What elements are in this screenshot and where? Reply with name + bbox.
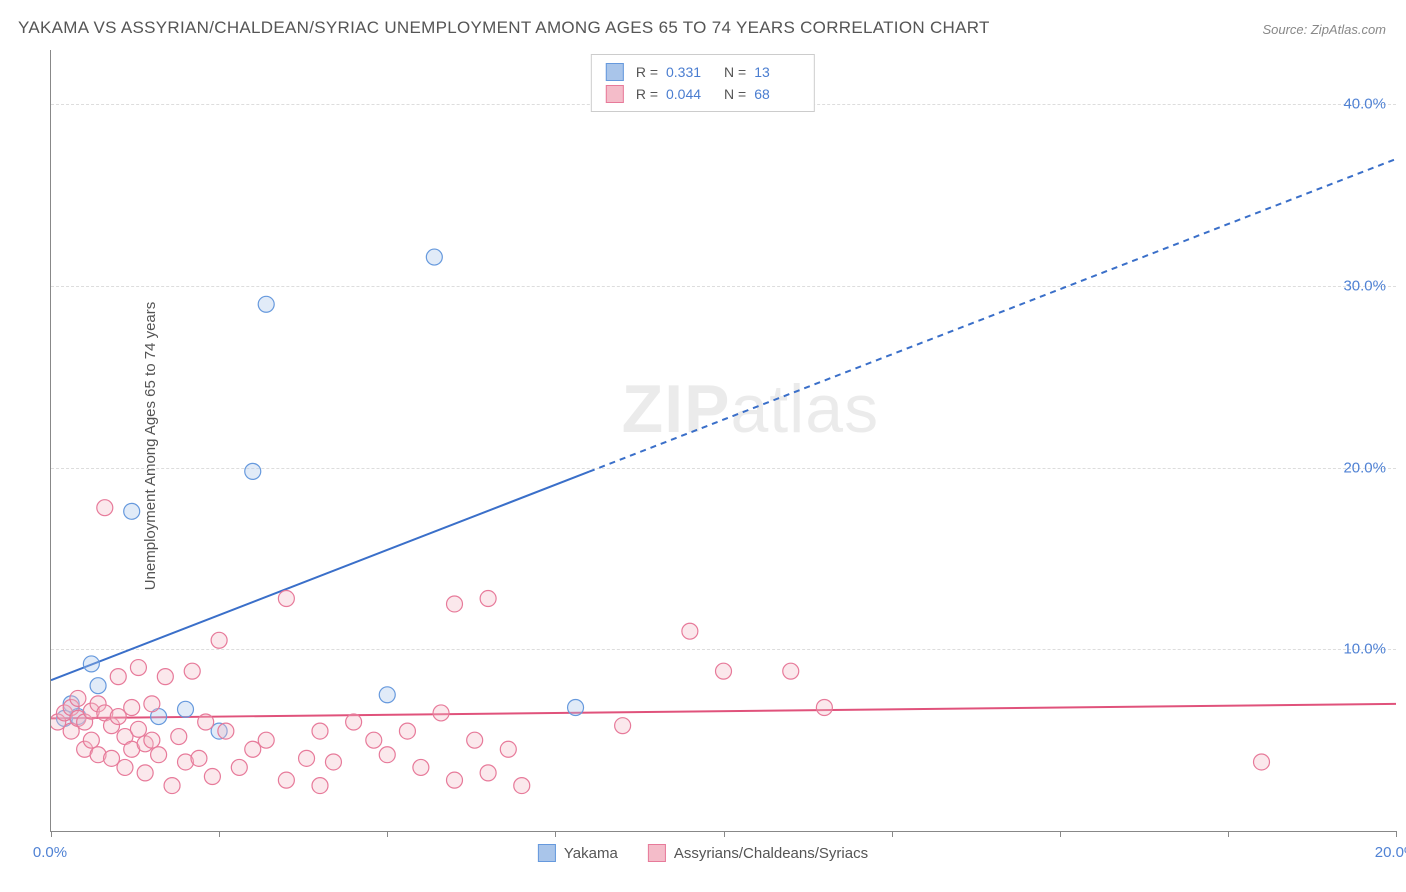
data-point	[413, 759, 429, 775]
legend-swatch	[648, 844, 666, 862]
data-point	[682, 623, 698, 639]
data-point	[171, 729, 187, 745]
data-point	[1254, 754, 1270, 770]
data-point	[211, 632, 227, 648]
data-point	[615, 718, 631, 734]
data-point	[117, 759, 133, 775]
data-point	[130, 660, 146, 676]
data-point	[231, 759, 247, 775]
legend-n-label: N =	[724, 86, 746, 102]
data-point	[399, 723, 415, 739]
legend-row: R = 0.331 N = 13	[606, 61, 800, 83]
data-point	[433, 705, 449, 721]
data-point	[70, 690, 86, 706]
x-tick	[892, 831, 893, 837]
data-point	[568, 700, 584, 716]
legend-r-label: R =	[636, 64, 658, 80]
x-tick	[219, 831, 220, 837]
data-point	[157, 669, 173, 685]
x-tick	[1396, 831, 1397, 837]
data-point	[467, 732, 483, 748]
data-point	[366, 732, 382, 748]
data-point	[426, 249, 442, 265]
data-point	[83, 656, 99, 672]
series-legend: Yakama Assyrians/Chaldeans/Syriacs	[538, 844, 868, 862]
data-point	[325, 754, 341, 770]
data-point	[144, 732, 160, 748]
x-tick	[387, 831, 388, 837]
data-point	[278, 591, 294, 607]
data-point	[110, 709, 126, 725]
x-tick-label: 20.0%	[1375, 844, 1406, 861]
data-point	[716, 663, 732, 679]
trend-line-dashed	[589, 159, 1396, 472]
legend-swatch	[606, 85, 624, 103]
data-point	[191, 750, 207, 766]
x-tick	[724, 831, 725, 837]
legend-swatch	[606, 63, 624, 81]
data-point	[124, 503, 140, 519]
data-point	[500, 741, 516, 757]
chart-title: YAKAMA VS ASSYRIAN/CHALDEAN/SYRIAC UNEMP…	[18, 18, 990, 38]
legend-r-value: 0.044	[666, 86, 712, 102]
data-point	[164, 778, 180, 794]
data-point	[312, 723, 328, 739]
x-tick	[51, 831, 52, 837]
data-point	[258, 732, 274, 748]
data-point	[447, 596, 463, 612]
data-point	[83, 732, 99, 748]
legend-r-value: 0.331	[666, 64, 712, 80]
legend-item-label: Assyrians/Chaldeans/Syriacs	[674, 845, 868, 862]
x-tick	[555, 831, 556, 837]
data-point	[480, 591, 496, 607]
data-point	[514, 778, 530, 794]
data-point	[110, 669, 126, 685]
data-point	[124, 700, 140, 716]
data-point	[258, 296, 274, 312]
data-point	[151, 747, 167, 763]
scatter-plot-svg	[51, 50, 1396, 831]
trend-line	[51, 704, 1396, 719]
data-point	[379, 687, 395, 703]
data-point	[178, 701, 194, 717]
legend-n-label: N =	[724, 64, 746, 80]
data-point	[137, 765, 153, 781]
data-point	[379, 747, 395, 763]
legend-item: Yakama	[538, 844, 618, 862]
x-tick	[1228, 831, 1229, 837]
plot-area: ZIPatlas 10.0%20.0%30.0%40.0%	[50, 50, 1396, 832]
data-point	[144, 696, 160, 712]
data-point	[198, 714, 214, 730]
data-point	[346, 714, 362, 730]
legend-swatch	[538, 844, 556, 862]
legend-item-label: Yakama	[564, 845, 618, 862]
x-tick-label: 0.0%	[33, 844, 67, 861]
legend-r-label: R =	[636, 86, 658, 102]
x-tick	[1060, 831, 1061, 837]
data-point	[299, 750, 315, 766]
data-point	[90, 678, 106, 694]
data-point	[816, 700, 832, 716]
source-attribution: Source: ZipAtlas.com	[1262, 22, 1386, 37]
legend-row: R = 0.044 N = 68	[606, 83, 800, 105]
data-point	[312, 778, 328, 794]
data-point	[104, 750, 120, 766]
legend-n-value: 13	[754, 64, 800, 80]
data-point	[783, 663, 799, 679]
data-point	[204, 769, 220, 785]
data-point	[245, 741, 261, 757]
data-point	[97, 500, 113, 516]
data-point	[278, 772, 294, 788]
data-point	[245, 463, 261, 479]
correlation-legend: R = 0.331 N = 13 R = 0.044 N = 68	[591, 54, 815, 112]
data-point	[447, 772, 463, 788]
legend-item: Assyrians/Chaldeans/Syriacs	[648, 844, 868, 862]
legend-n-value: 68	[754, 86, 800, 102]
data-point	[184, 663, 200, 679]
data-point	[480, 765, 496, 781]
data-point	[218, 723, 234, 739]
data-point	[130, 721, 146, 737]
